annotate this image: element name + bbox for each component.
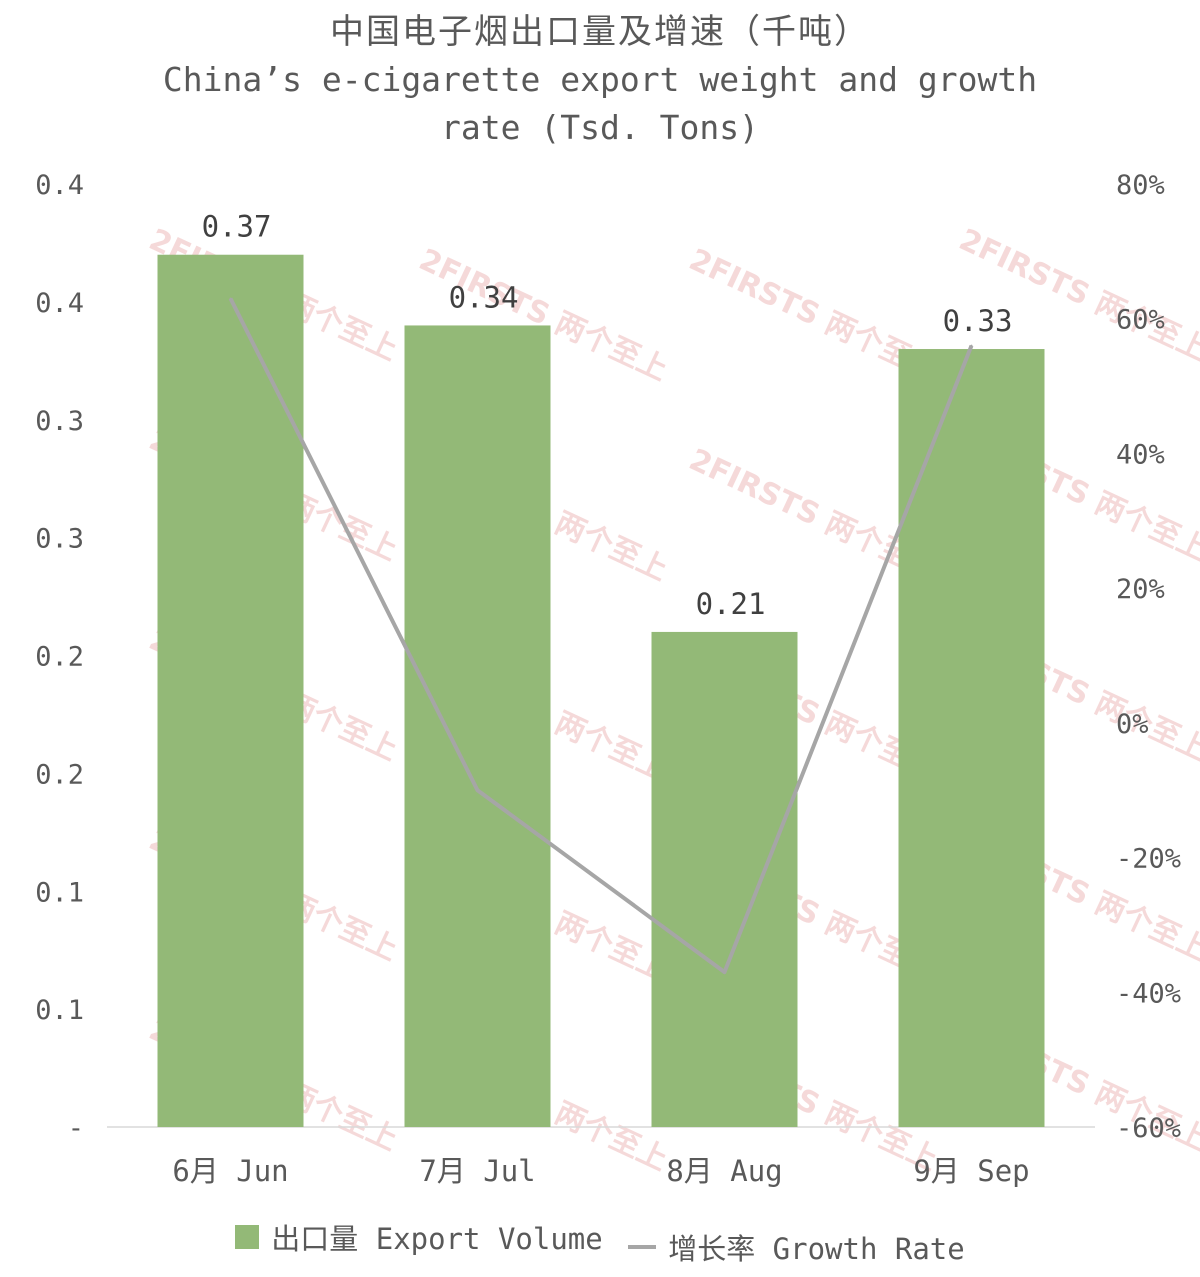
y-right-tick-label: 60% [1116,305,1165,336]
bar [157,254,304,1128]
bar-data-label: 0.34 [449,280,519,314]
growth-rate-point [970,344,973,347]
chart-title-cn: 中国电子烟出口量及增速（千吨） [330,12,870,52]
y-right-tick-label: 20% [1116,574,1165,605]
x-category-label: 7月 Jul [419,1154,535,1188]
y-left-tick-label: 0.2 [35,642,84,673]
y-right-tick-label: -20% [1116,844,1181,875]
growth-rate-point [476,789,479,792]
bar-data-label: 0.21 [696,587,766,621]
legend-item-growth-rate[interactable]: 增长率 Growth Rate [628,1226,965,1268]
legend: 出口量 Export Volume 增长率 Growth Rate [0,1216,1200,1268]
x-category-label: 6月 Jun [172,1154,288,1188]
y-right-tick-label: 80% [1116,170,1165,201]
y-right-tick-label: -40% [1116,978,1181,1009]
y-left-tick-label: 0.1 [35,877,84,908]
bar-data-label: 0.33 [943,304,1013,338]
bar [651,631,798,1127]
x-category-label: 8月 Aug [666,1154,782,1188]
x-category-label: 9月 Sep [913,1154,1029,1188]
growth-rate-point [723,971,726,974]
y-right-tick-label: 40% [1116,439,1165,470]
growth-rate-point [229,297,232,300]
legend-bar-label: 出口量 Export Volume [271,1222,603,1256]
bar [404,325,551,1127]
y-right-tick-label: 0% [1116,709,1149,740]
chart-title-en: China’s e-cigarette export weight and gr… [162,60,1038,147]
legend-line-swatch [628,1245,657,1249]
y-right-tick-label: -60% [1116,1113,1181,1144]
legend-item-export-volume[interactable]: 出口量 Export Volume [235,1216,603,1258]
y-left-tick-label: 0.3 [35,406,84,437]
growth-rate-line [228,297,974,975]
y-left-tick-label: - [68,1113,84,1144]
legend-bar-swatch [235,1225,260,1249]
y-left-tick-label: 0.4 [35,288,84,319]
chart-title: 中国电子烟出口量及增速（千吨） China’s e-cigarette expo… [0,8,1200,152]
bar [898,349,1045,1127]
y-left-tick-label: 0.2 [35,759,84,790]
y-left-tick-label: 0.3 [35,524,84,555]
y-left-tick-label: 0.1 [35,995,84,1026]
legend-line-label: 增长率 Growth Rate [668,1232,965,1266]
bar-data-label: 0.37 [202,210,272,244]
y-left-tick-label: 0.4 [35,170,84,201]
